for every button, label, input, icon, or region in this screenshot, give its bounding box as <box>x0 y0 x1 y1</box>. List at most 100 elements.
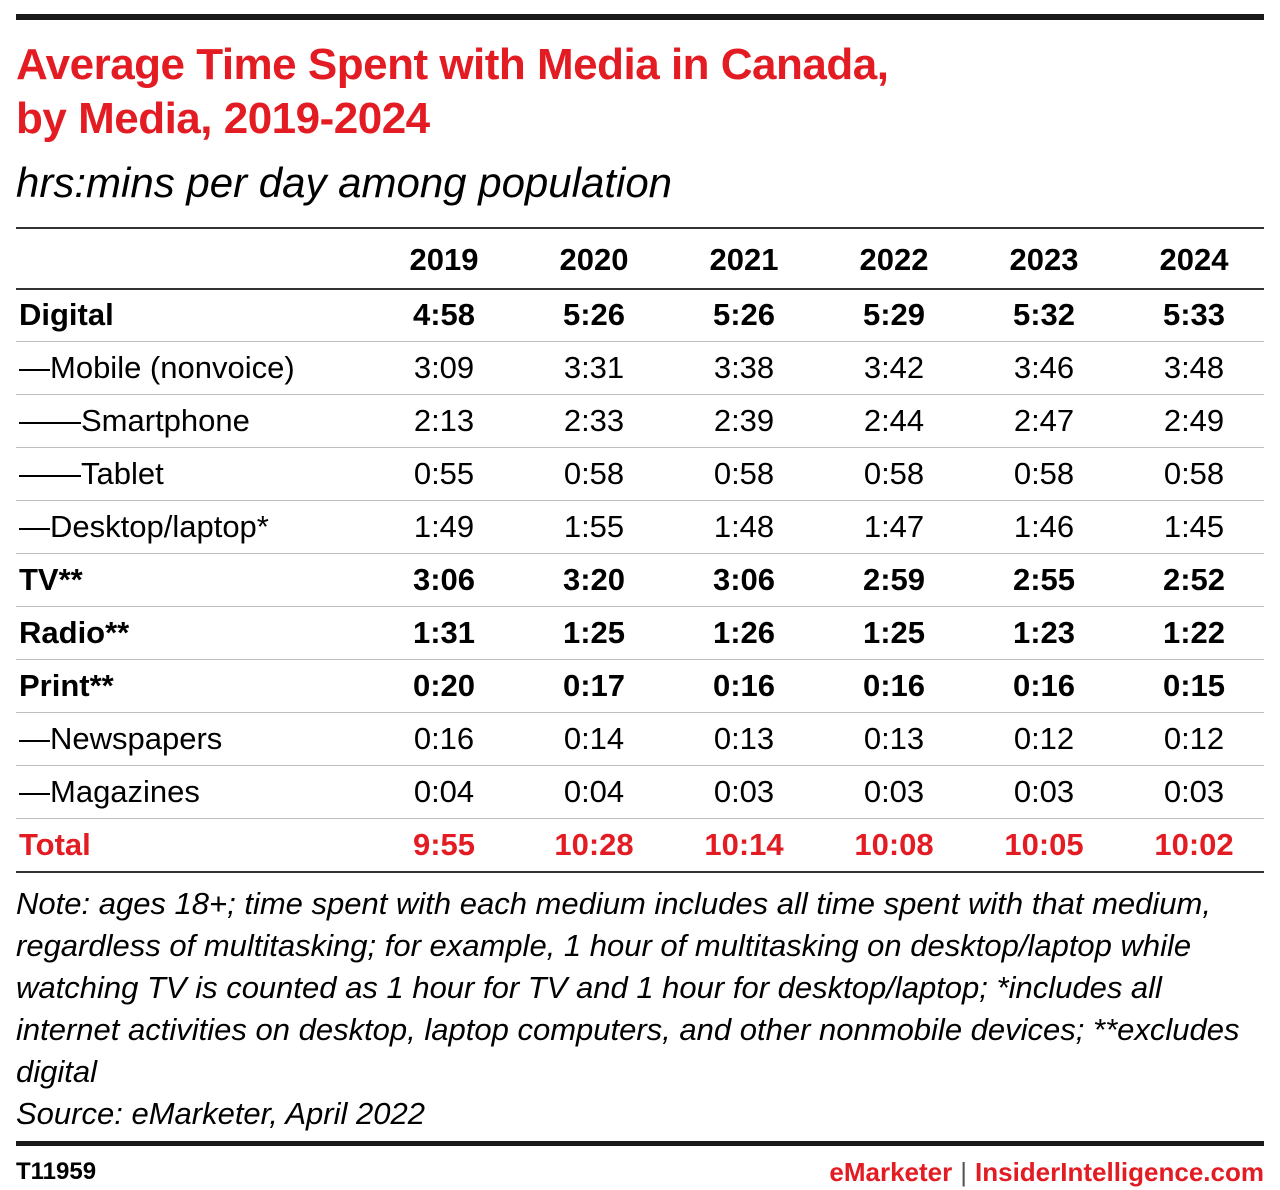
value-cell: 9:55 <box>412 826 476 862</box>
value-cell: 3:20 <box>562 561 626 597</box>
value-cell: 1:48 <box>713 508 775 544</box>
value-cell: 0:04 <box>563 773 625 809</box>
value-cell: 3:42 <box>863 349 925 385</box>
value-cell: 10:05 <box>1004 826 1084 862</box>
table-bottom-rule <box>16 871 1264 873</box>
value-cell: 2:33 <box>563 402 625 438</box>
value-cell: 2:39 <box>713 402 775 438</box>
row-label: Print** <box>19 667 114 703</box>
value-cell: 0:03 <box>863 773 925 809</box>
value-cell: 1:25 <box>562 614 626 650</box>
value-cell: 1:31 <box>412 614 476 650</box>
value-cell: 0:03 <box>713 773 775 809</box>
value-cell: 10:02 <box>1154 826 1234 862</box>
row-divider <box>16 659 1264 660</box>
value-cell: 2:55 <box>1012 561 1076 597</box>
media-time-table: 2019 2020 2021 2022 2023 2024 Digital 4:5… <box>16 231 1269 871</box>
value-cell: 2:47 <box>1013 402 1075 438</box>
value-cell: 0:16 <box>712 667 776 703</box>
footer-rule <box>16 1141 1264 1146</box>
brand-insider-intelligence: InsiderIntelligence.com <box>975 1157 1264 1187</box>
value-cell: 5:29 <box>862 296 926 332</box>
column-header: 2019 <box>409 241 479 277</box>
table-id: T11959 <box>16 1158 97 1185</box>
table-row: ——Smartphone 2:13 2:33 2:39 2:44 2:47 2:49 <box>16 394 1269 447</box>
row-divider <box>16 818 1264 819</box>
row-label: Digital <box>19 296 114 332</box>
value-cell: 0:58 <box>1013 455 1075 491</box>
value-cell: 3:31 <box>563 349 625 385</box>
footnote: Note: ages 18+; time spent with each med… <box>16 883 1264 1135</box>
value-cell: 2:59 <box>862 561 926 597</box>
table-row: —Mobile (nonvoice) 3:09 3:31 3:38 3:42 3:46 3:… <box>16 341 1269 394</box>
row-label: —Newspapers <box>19 720 223 756</box>
value-cell: 0:16 <box>862 667 926 703</box>
value-cell: 0:16 <box>1012 667 1076 703</box>
header-bottom-rule <box>16 288 1264 290</box>
value-cell: 4:58 <box>412 296 476 332</box>
value-cell: 1:47 <box>863 508 925 544</box>
value-cell: 1:45 <box>1163 508 1225 544</box>
row-divider <box>16 712 1264 713</box>
table-row: ——Tablet 0:55 0:58 0:58 0:58 0:58 0:58 <box>16 447 1269 500</box>
row-label: TV** <box>19 561 83 597</box>
value-cell: 1:22 <box>1162 614 1226 650</box>
chart-subtitle: hrs:mins per day among population <box>16 159 673 206</box>
value-cell: 2:13 <box>413 402 475 438</box>
value-cell: 1:49 <box>413 508 475 544</box>
value-cell: 5:26 <box>712 296 776 332</box>
value-cell: 0:58 <box>563 455 625 491</box>
value-cell: 0:17 <box>562 667 626 703</box>
row-divider <box>16 447 1264 448</box>
value-cell: 2:44 <box>863 402 925 438</box>
table-row: Radio** 1:31 1:25 1:26 1:25 1:23 1:22 <box>16 606 1269 659</box>
table-row: —Desktop/laptop* 1:49 1:55 1:48 1:47 1:46 1:45 <box>16 500 1269 553</box>
row-divider <box>16 606 1264 607</box>
table-row: —Magazines 0:04 0:04 0:03 0:03 0:03 0:03 <box>16 765 1269 818</box>
value-cell: 2:52 <box>1162 561 1226 597</box>
value-cell: 3:48 <box>1163 349 1225 385</box>
row-divider <box>16 765 1264 766</box>
source-text: Source: eMarketer, April 2022 <box>16 1096 425 1131</box>
row-label: Total <box>19 826 91 862</box>
value-cell: 0:58 <box>713 455 775 491</box>
value-cell: 5:26 <box>562 296 626 332</box>
row-label: —Desktop/laptop* <box>19 508 269 544</box>
row-label: ——Tablet <box>19 455 164 491</box>
value-cell: 0:03 <box>1163 773 1225 809</box>
column-header: 2022 <box>859 241 929 277</box>
value-cell: 10:14 <box>704 826 784 862</box>
table-header-row: 2019 2020 2021 2022 2023 2024 <box>16 231 1269 288</box>
value-cell: 5:32 <box>1012 296 1076 332</box>
row-label: ——Smartphone <box>19 402 250 438</box>
value-cell: 1:55 <box>563 508 625 544</box>
value-cell: 3:38 <box>713 349 775 385</box>
value-cell: 10:08 <box>854 826 934 862</box>
value-cell: 0:12 <box>1013 720 1075 756</box>
footnote-text: Note: ages 18+; time spent with each med… <box>16 886 1240 1089</box>
table-row: —Newspapers 0:16 0:14 0:13 0:13 0:12 0:12 <box>16 712 1269 765</box>
value-cell: 1:46 <box>1013 508 1075 544</box>
value-cell: 0:13 <box>863 720 925 756</box>
row-divider <box>16 553 1264 554</box>
value-cell: 0:55 <box>413 455 475 491</box>
header-top-rule <box>16 227 1264 229</box>
table-row: Print** 0:20 0:17 0:16 0:16 0:16 0:15 <box>16 659 1269 712</box>
value-cell: 0:58 <box>863 455 925 491</box>
value-cell: 0:14 <box>563 720 625 756</box>
row-divider <box>16 341 1264 342</box>
brand-emarketer: eMarketer <box>829 1157 953 1187</box>
table-body: Digital 4:58 5:26 5:26 5:29 5:32 5:33 —Mobile (… <box>16 288 1269 871</box>
value-cell: 0:58 <box>1163 455 1225 491</box>
total-row: Total 9:55 10:28 10:14 10:08 10:05 10:02 <box>16 818 1269 871</box>
value-cell: 3:06 <box>412 561 476 597</box>
chart-title-line-2: by Media, 2019-2024 <box>16 94 430 143</box>
column-header: 2021 <box>709 241 779 277</box>
value-cell: 5:33 <box>1162 296 1226 332</box>
row-divider <box>16 394 1264 395</box>
row-label: Radio** <box>19 614 130 650</box>
top-rule <box>16 14 1264 20</box>
value-cell: 10:28 <box>554 826 634 862</box>
value-cell: 0:16 <box>413 720 475 756</box>
column-header: 2023 <box>1009 241 1079 277</box>
